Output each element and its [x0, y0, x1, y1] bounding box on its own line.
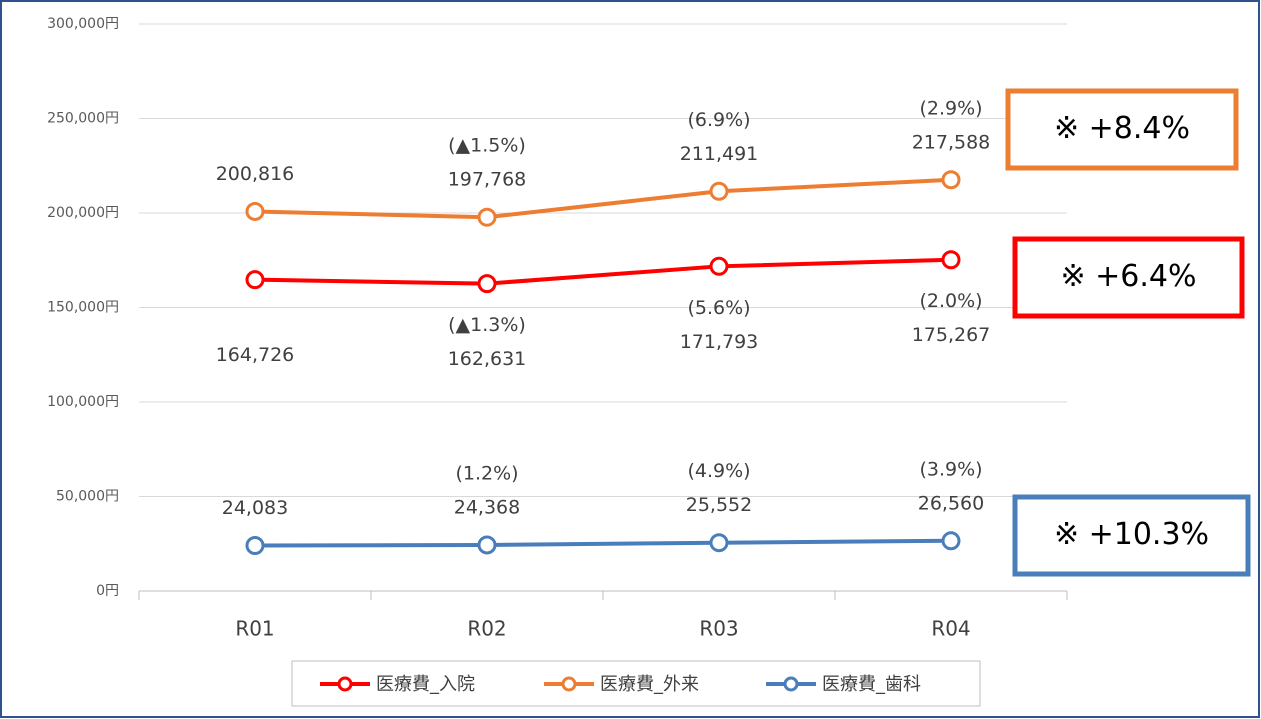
point — [941, 531, 961, 551]
annotation-box — [1005, 88, 1239, 171]
change-label: (5.6%) — [687, 297, 750, 319]
y-tick-label: 150,000円 — [47, 300, 119, 316]
point — [477, 274, 497, 294]
series-line — [254, 257, 952, 286]
legend-label: 医療費_入院 — [376, 674, 475, 695]
point — [245, 270, 265, 290]
change-label: (2.9%) — [919, 97, 982, 119]
point — [709, 256, 729, 276]
change-label: (▲1.3%) — [448, 314, 526, 336]
legend-box — [291, 660, 981, 707]
legend-label: 医療費_歯科 — [822, 674, 921, 695]
point — [245, 535, 265, 555]
value-label: 162,631 — [448, 348, 527, 370]
y-tick-label: 0円 — [96, 583, 119, 599]
value-label: 164,726 — [216, 344, 295, 366]
change-label: (3.9%) — [919, 458, 982, 480]
annotation: ※ +6.4% — [1060, 259, 1196, 294]
y-tick-label: 50,000円 — [56, 489, 119, 505]
y-tick-label: 200,000円 — [47, 205, 119, 221]
y-tick-label: 250,000円 — [47, 111, 119, 127]
value-label: 175,267 — [912, 324, 991, 346]
value-label: 24,083 — [222, 497, 288, 519]
value-label: 217,588 — [912, 131, 991, 153]
value-label: 26,560 — [918, 492, 984, 514]
value-label: 24,368 — [454, 496, 520, 518]
point — [477, 535, 497, 555]
annotation-box — [1012, 494, 1251, 577]
legend-marker — [783, 676, 799, 692]
annotation: ※ +8.4% — [1054, 111, 1190, 146]
legend-label: 医療費_外来 — [600, 674, 699, 695]
change-label: (4.9%) — [687, 460, 750, 482]
value-label: 197,768 — [448, 169, 527, 191]
annotation-box — [1012, 236, 1245, 319]
change-label: (6.9%) — [687, 109, 750, 131]
value-label: 25,552 — [686, 494, 752, 516]
point — [477, 207, 497, 227]
change-label: (2.0%) — [919, 290, 982, 312]
point — [709, 181, 729, 201]
value-label: 171,793 — [680, 331, 759, 353]
x-tick-label: R01 — [235, 617, 274, 641]
point — [245, 201, 265, 221]
y-tick-label: 100,000円 — [47, 394, 119, 410]
annotation: ※ +10.3% — [1054, 517, 1209, 552]
x-tick-label: R03 — [699, 617, 738, 641]
series-line — [254, 538, 952, 548]
legend-marker — [337, 676, 353, 692]
legend-marker — [561, 676, 577, 692]
point — [941, 250, 961, 270]
value-label: 200,816 — [216, 163, 295, 185]
point — [941, 170, 961, 190]
value-label: 211,491 — [680, 143, 759, 165]
change-label: (▲1.5%) — [448, 135, 526, 157]
point — [709, 533, 729, 553]
y-tick-label: 300,000円 — [47, 16, 119, 32]
x-tick-label: R02 — [467, 617, 506, 641]
series-line — [254, 177, 952, 220]
change-label: (1.2%) — [455, 462, 518, 484]
x-tick-label: R04 — [931, 617, 970, 641]
